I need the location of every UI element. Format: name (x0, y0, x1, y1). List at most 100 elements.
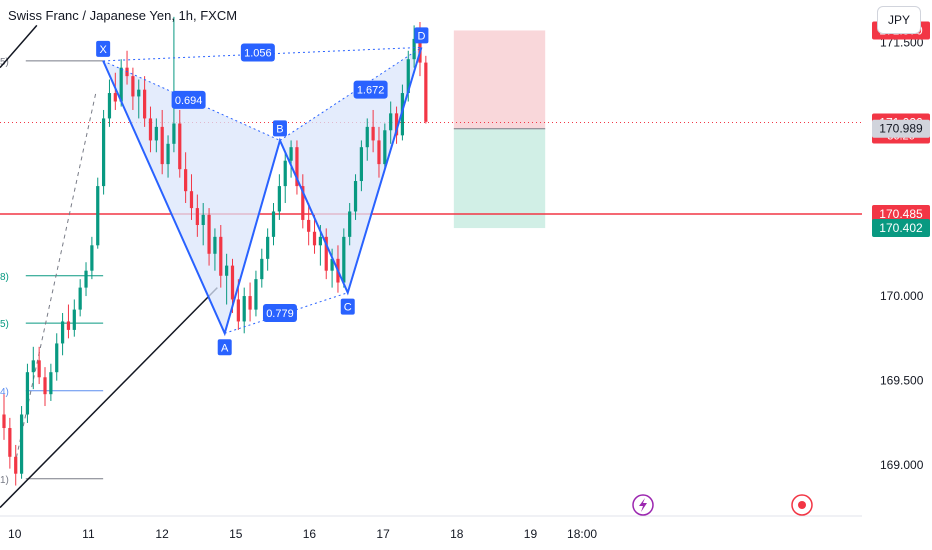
candle[interactable] (348, 203, 352, 246)
candle[interactable] (184, 152, 188, 204)
pattern-point-label: X (99, 44, 107, 56)
candle[interactable] (307, 203, 311, 246)
candle[interactable] (119, 59, 123, 107)
pattern-ratio-badge[interactable] (353, 80, 388, 99)
candle[interactable] (172, 16, 176, 153)
candle[interactable] (289, 140, 293, 178)
candle-body (389, 113, 393, 131)
candle[interactable] (424, 55, 428, 124)
candle[interactable] (37, 346, 41, 385)
pattern-point-b-badge[interactable] (272, 120, 287, 137)
candle[interactable] (72, 299, 76, 337)
candle[interactable] (383, 123, 387, 170)
candle[interactable] (143, 76, 147, 127)
candle[interactable] (189, 174, 194, 220)
candle[interactable] (225, 253, 229, 305)
candle[interactable] (96, 177, 100, 249)
candle[interactable] (43, 367, 47, 407)
candle[interactable] (277, 174, 281, 220)
candle[interactable] (25, 363, 30, 423)
candle[interactable] (107, 79, 112, 127)
candle-body (266, 236, 270, 259)
candle[interactable] (49, 363, 53, 401)
candle[interactable] (324, 228, 328, 280)
candle-body (394, 113, 399, 136)
candle[interactable] (154, 118, 158, 153)
pattern-point-a-badge[interactable] (217, 339, 232, 356)
candle[interactable] (412, 25, 416, 68)
pattern-point-c-badge[interactable] (340, 298, 355, 315)
candle[interactable] (283, 152, 287, 204)
horizontal-lines (0, 121, 862, 215)
candle[interactable] (60, 312, 65, 356)
trend-line[interactable] (0, 287, 218, 509)
pattern-ratio-badge[interactable] (262, 303, 297, 322)
stop-loss-zone[interactable] (453, 30, 546, 129)
candle[interactable] (342, 228, 346, 288)
record-icon[interactable] (791, 494, 813, 516)
candle[interactable] (55, 333, 59, 381)
candle[interactable] (394, 106, 399, 144)
candle-body (260, 258, 264, 280)
candle[interactable] (131, 67, 135, 110)
candle[interactable] (201, 203, 205, 246)
candle[interactable] (8, 417, 12, 469)
pattern-point-d-badge[interactable] (414, 27, 429, 44)
pattern-ratio-line (224, 292, 348, 334)
candle[interactable] (178, 109, 182, 178)
candle[interactable] (271, 203, 276, 246)
candle-body (78, 287, 82, 310)
candle-body (119, 67, 123, 102)
candle[interactable] (359, 140, 364, 192)
level-label: 5) (0, 319, 9, 330)
candle[interactable] (14, 444, 18, 486)
pattern-ratio-badge[interactable] (240, 43, 275, 62)
trend-line[interactable] (0, 24, 38, 69)
currency-button[interactable]: JPY (877, 6, 921, 34)
take-profit-zone[interactable] (453, 128, 546, 229)
candle-body (277, 186, 281, 212)
candle[interactable] (365, 118, 369, 161)
candle[interactable] (195, 194, 199, 237)
x-tick-label: 18 (450, 527, 464, 541)
candle[interactable] (113, 72, 117, 110)
candle[interactable] (160, 109, 164, 175)
candle[interactable] (101, 109, 106, 195)
candle[interactable] (266, 228, 270, 271)
candle[interactable] (213, 228, 217, 271)
candle[interactable] (312, 214, 317, 254)
candle[interactable] (353, 174, 358, 220)
level-label: 4) (0, 387, 9, 398)
candle[interactable] (148, 106, 153, 153)
candle[interactable] (66, 304, 71, 339)
candle-body (353, 181, 358, 212)
candle[interactable] (31, 346, 35, 390)
candle-body (49, 372, 53, 395)
candle[interactable] (219, 225, 223, 288)
candle-body (14, 456, 18, 474)
candle[interactable] (78, 279, 82, 317)
candle[interactable] (371, 109, 375, 153)
candle[interactable] (19, 406, 24, 479)
candle-body (230, 265, 235, 300)
candle[interactable] (248, 282, 252, 322)
price-label-badge (872, 205, 930, 224)
candle[interactable] (301, 174, 305, 229)
candle[interactable] (242, 287, 246, 334)
candle-body (412, 38, 416, 60)
pattern-ratio-badge[interactable] (171, 90, 206, 109)
candle[interactable] (260, 248, 264, 288)
candle[interactable] (137, 79, 141, 119)
candle[interactable] (84, 262, 88, 297)
candle[interactable] (166, 135, 170, 178)
candle[interactable] (90, 236, 94, 280)
candle[interactable] (254, 270, 258, 317)
candle[interactable] (295, 140, 299, 195)
pattern-point-x-badge[interactable] (96, 40, 111, 57)
candle[interactable] (2, 394, 6, 440)
lightning-icon[interactable] (632, 494, 654, 516)
candle[interactable] (377, 126, 381, 178)
candle[interactable] (207, 208, 211, 266)
candle[interactable] (389, 101, 393, 144)
